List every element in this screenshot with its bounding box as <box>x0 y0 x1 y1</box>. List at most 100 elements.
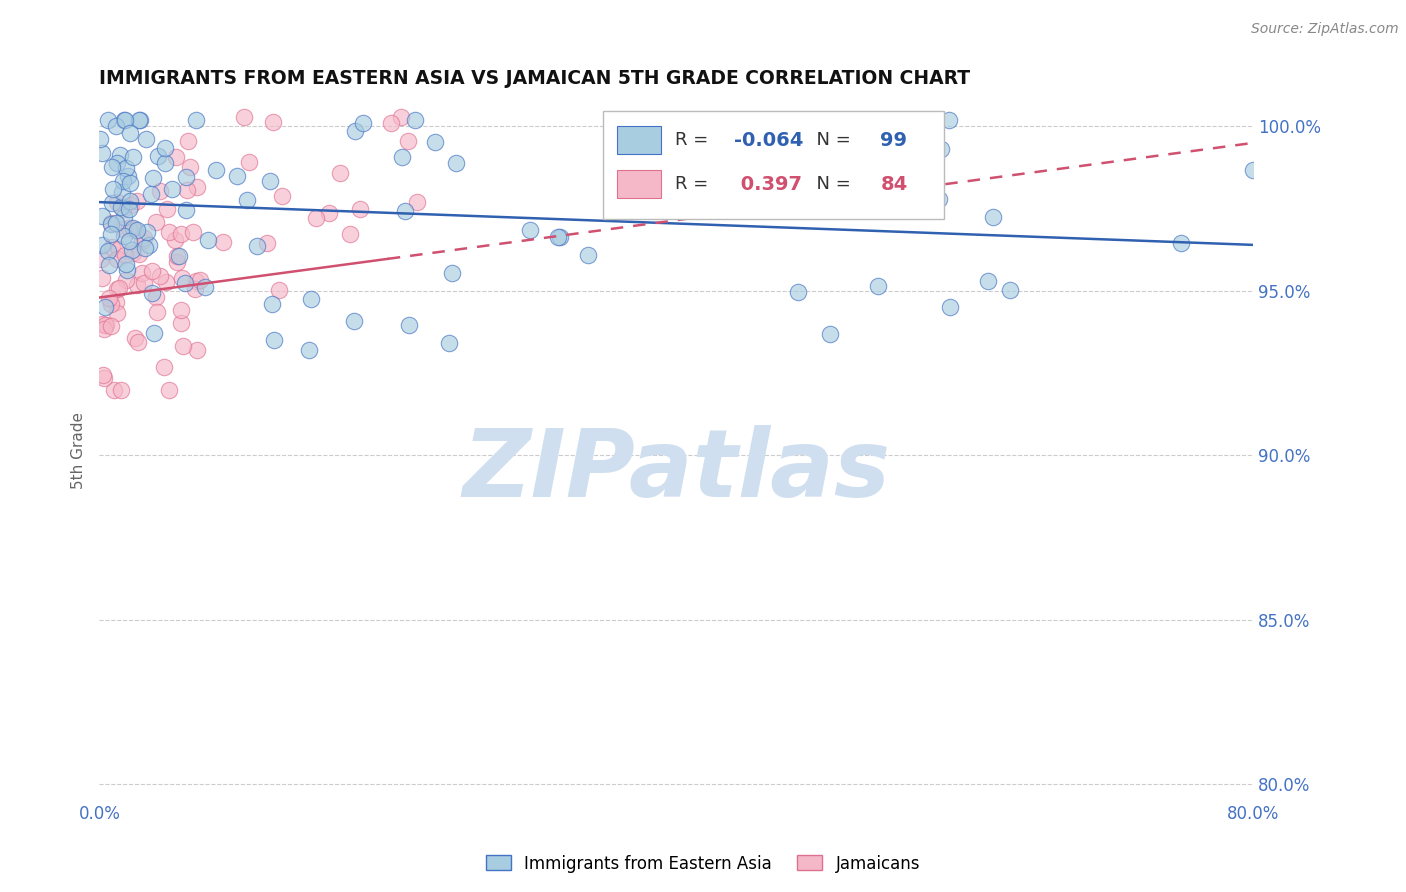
Point <box>1000 283 1022 297</box>
Point <box>111 185 134 199</box>
Point <box>141 286 163 301</box>
Point <box>263 333 285 347</box>
Point <box>112 222 135 236</box>
Point <box>141 187 163 202</box>
Point <box>329 166 352 180</box>
Point <box>339 227 361 241</box>
Point <box>101 240 124 254</box>
Point <box>120 176 142 190</box>
Point <box>1170 236 1192 251</box>
Point <box>146 304 169 318</box>
Text: -0.064: -0.064 <box>734 130 803 150</box>
Point <box>118 221 141 235</box>
Point <box>576 248 599 262</box>
Point <box>149 268 172 283</box>
Point <box>444 156 467 170</box>
Point <box>232 110 254 124</box>
Point <box>124 223 146 237</box>
Point <box>146 148 169 162</box>
Point <box>169 317 191 331</box>
Point <box>129 112 152 127</box>
Point <box>1357 245 1379 260</box>
Point <box>547 230 569 244</box>
Text: 84: 84 <box>880 175 907 194</box>
Point <box>121 150 143 164</box>
Point <box>134 241 156 255</box>
Point <box>118 202 141 216</box>
Text: N =: N = <box>806 175 856 194</box>
Point <box>89 132 111 146</box>
Point <box>93 300 115 314</box>
Point <box>91 368 114 383</box>
Point <box>90 252 112 267</box>
Point <box>318 206 340 220</box>
Point <box>97 244 120 259</box>
Point <box>262 115 284 129</box>
Point <box>135 225 157 239</box>
Point <box>110 148 132 162</box>
Point <box>153 141 176 155</box>
Point <box>105 306 128 320</box>
Point <box>866 279 889 293</box>
Text: R =: R = <box>675 175 714 194</box>
Point <box>127 222 149 236</box>
Point <box>112 112 135 127</box>
Point <box>112 202 135 216</box>
Point <box>121 221 143 235</box>
Point <box>108 242 131 256</box>
Point <box>172 271 194 285</box>
Point <box>94 318 117 333</box>
Point <box>260 297 283 311</box>
Point <box>352 116 374 130</box>
Point <box>269 283 291 297</box>
Point <box>238 155 260 169</box>
Point <box>344 124 367 138</box>
Point <box>135 132 157 146</box>
Point <box>550 229 572 244</box>
Point <box>183 282 205 296</box>
Point <box>186 343 208 357</box>
Point <box>349 202 371 216</box>
Point <box>122 246 145 260</box>
Point <box>177 134 200 148</box>
Point <box>98 291 121 305</box>
Point <box>117 169 139 183</box>
Point <box>100 196 122 211</box>
Point <box>110 200 132 214</box>
Point <box>93 322 115 336</box>
Point <box>166 255 188 269</box>
Point <box>404 112 426 127</box>
Point <box>270 189 292 203</box>
Point <box>396 134 419 148</box>
Point <box>884 178 907 193</box>
Point <box>165 233 187 247</box>
Point <box>425 135 447 149</box>
Point <box>100 216 122 230</box>
Point <box>157 383 180 397</box>
Point <box>160 182 183 196</box>
Point <box>194 279 217 293</box>
Point <box>938 112 960 127</box>
Point <box>170 303 193 318</box>
Point <box>184 112 207 127</box>
Point <box>104 120 127 134</box>
Point <box>93 371 115 385</box>
Point <box>121 243 143 257</box>
Point <box>181 225 204 239</box>
Point <box>186 180 208 194</box>
Point <box>117 263 139 277</box>
Point <box>110 383 132 397</box>
Point <box>1271 301 1294 315</box>
Point <box>389 110 412 124</box>
Point <box>1241 163 1264 178</box>
Point <box>226 169 249 184</box>
Point <box>105 252 128 266</box>
Point <box>157 226 180 240</box>
Point <box>977 274 1000 288</box>
Point <box>138 238 160 252</box>
Point <box>981 210 1004 224</box>
Point <box>100 297 122 311</box>
Point <box>166 248 188 262</box>
Point <box>405 194 427 209</box>
Legend: Immigrants from Eastern Asia, Jamaicans: Immigrants from Eastern Asia, Jamaicans <box>479 848 927 880</box>
